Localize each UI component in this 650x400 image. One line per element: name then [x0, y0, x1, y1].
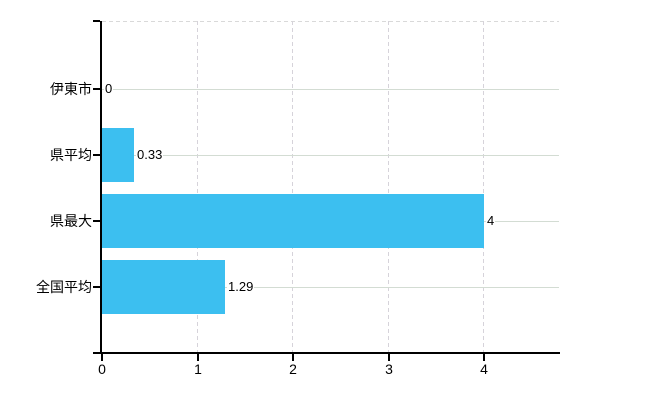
vertical-gridline	[292, 21, 293, 353]
x-axis-line	[100, 352, 560, 354]
vertical-gridline	[388, 21, 389, 353]
x-axis-tick	[388, 354, 390, 361]
x-axis-tick	[197, 354, 199, 361]
x-axis-tick-label: 4	[480, 361, 488, 377]
horizontal-gridline	[102, 155, 559, 156]
y-axis-tick	[93, 88, 100, 90]
bar-value-label: 0.33	[136, 146, 164, 163]
bar	[102, 128, 134, 182]
bar-value-label: 0	[104, 80, 114, 97]
plot-top-dashed-border	[102, 21, 559, 22]
bar	[102, 194, 484, 248]
x-axis-tick-label: 1	[194, 361, 202, 377]
x-axis-tick	[483, 354, 485, 361]
y-axis-tick	[93, 220, 100, 222]
y-axis-tick	[93, 154, 100, 156]
category-label: 県平均	[50, 147, 92, 163]
y-axis-tick	[93, 20, 100, 22]
x-axis-tick-label: 3	[385, 361, 393, 377]
x-axis-tick-label: 0	[98, 361, 106, 377]
horizontal-gridline	[102, 89, 559, 90]
y-axis-tick	[93, 352, 100, 354]
category-label: 全国平均	[36, 279, 92, 295]
bar-value-label: 1.29	[227, 278, 255, 295]
vertical-gridline	[197, 21, 198, 353]
x-axis-tick	[101, 354, 103, 361]
bar	[102, 260, 225, 314]
x-axis-tick	[292, 354, 294, 361]
x-axis-tick-label: 2	[289, 361, 297, 377]
y-axis-line	[100, 21, 102, 354]
y-axis-tick	[93, 286, 100, 288]
plot-area	[102, 21, 559, 353]
horizontal-gridline	[102, 287, 559, 288]
category-label: 伊東市	[50, 81, 92, 97]
bar-value-label: 4	[486, 212, 496, 229]
category-label: 県最大	[50, 213, 92, 229]
vertical-gridline	[483, 21, 484, 353]
